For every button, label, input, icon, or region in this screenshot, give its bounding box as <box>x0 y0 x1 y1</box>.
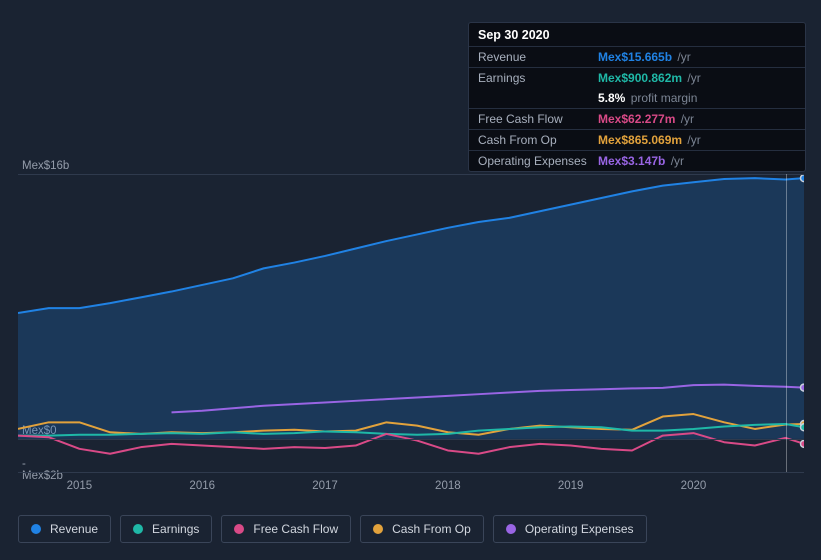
legend-item[interactable]: Operating Expenses <box>493 515 647 543</box>
series-end-marker <box>801 384 805 391</box>
tooltip-row: Cash From OpMex$865.069m /yr <box>469 129 805 150</box>
tooltip-row: 5.8% profit margin <box>469 88 805 108</box>
tooltip-date: Sep 30 2020 <box>469 23 805 46</box>
tooltip-value: Mex$62.277m /yr <box>598 112 694 126</box>
tooltip-label: Revenue <box>478 50 598 64</box>
tooltip-label <box>478 91 598 105</box>
chart-container: Sep 30 2020 RevenueMex$15.665b /yrEarnin… <box>0 0 821 560</box>
legend-label: Free Cash Flow <box>253 522 338 536</box>
crosshair-line <box>786 174 787 472</box>
legend: Revenue Earnings Free Cash Flow Cash From O… <box>18 515 647 543</box>
legend-label: Cash From Op <box>392 522 471 536</box>
legend-swatch <box>133 524 143 534</box>
x-axis-label: 2019 <box>558 480 584 492</box>
x-axis-label: 2020 <box>681 480 707 492</box>
legend-item[interactable]: Revenue <box>18 515 111 543</box>
tooltip-value: Mex$900.862m /yr <box>598 71 701 85</box>
x-axis-label: 2016 <box>189 480 215 492</box>
legend-swatch <box>373 524 383 534</box>
tooltip-value: Mex$865.069m /yr <box>598 133 701 147</box>
legend-item[interactable]: Earnings <box>120 515 212 543</box>
legend-label: Operating Expenses <box>525 522 634 536</box>
gridline <box>18 174 804 175</box>
gridline <box>18 439 804 440</box>
series-end-marker <box>801 175 805 182</box>
legend-swatch <box>506 524 516 534</box>
tooltip-value: 5.8% profit margin <box>598 91 697 105</box>
tooltip-label: Operating Expenses <box>478 154 598 168</box>
tooltip-label: Free Cash Flow <box>478 112 598 126</box>
legend-label: Earnings <box>152 522 199 536</box>
legend-item[interactable]: Cash From Op <box>360 515 484 543</box>
tooltip-label: Cash From Op <box>478 133 598 147</box>
series-end-marker <box>801 440 805 447</box>
tooltip-row: RevenueMex$15.665b /yr <box>469 46 805 67</box>
plot-area[interactable] <box>18 174 804 472</box>
gridline <box>18 472 804 473</box>
tooltip-label: Earnings <box>478 71 598 85</box>
x-axis-label: 2018 <box>435 480 461 492</box>
tooltip-row: Operating ExpensesMex$3.147b /yr <box>469 150 805 171</box>
legend-item[interactable]: Free Cash Flow <box>221 515 351 543</box>
legend-swatch <box>31 524 41 534</box>
tooltip-value: Mex$3.147b /yr <box>598 154 684 168</box>
series-area <box>18 178 804 439</box>
legend-swatch <box>234 524 244 534</box>
tooltip-row: Free Cash FlowMex$62.277m /yr <box>469 108 805 129</box>
tooltip-row: EarningsMex$900.862m /yr <box>469 67 805 88</box>
chart-svg <box>18 174 804 472</box>
series-end-marker <box>801 424 805 431</box>
x-axis-label: 2015 <box>67 480 93 492</box>
tooltip-panel: Sep 30 2020 RevenueMex$15.665b /yrEarnin… <box>468 22 806 172</box>
legend-label: Revenue <box>50 522 98 536</box>
x-axis-label: 2017 <box>312 480 338 492</box>
tooltip-value: Mex$15.665b /yr <box>598 50 691 64</box>
x-axis: 2015 2016 2017 2018 2019 2020 <box>18 480 804 498</box>
